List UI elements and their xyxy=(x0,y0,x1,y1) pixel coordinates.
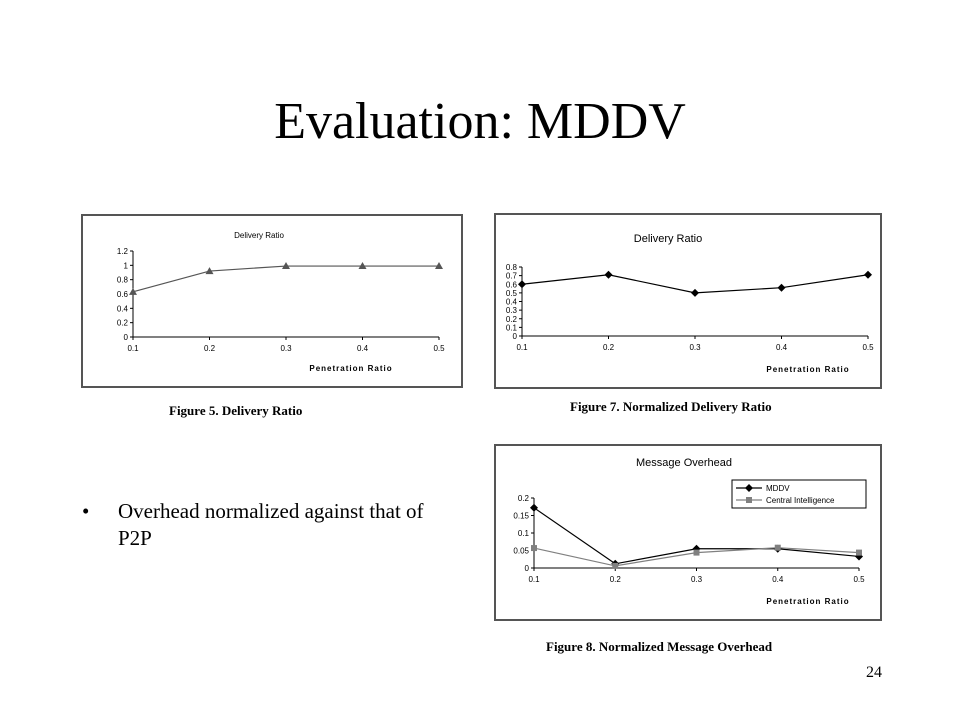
x-axis-label: Penetration Ratio xyxy=(766,365,849,374)
bullet-text: Overhead normalized against that of P2P xyxy=(118,499,424,550)
x-tick-label: 0.4 xyxy=(357,344,369,353)
x-tick-label: 0.4 xyxy=(776,343,788,352)
x-tick-label: 0.1 xyxy=(127,344,139,353)
legend-marker xyxy=(745,484,753,492)
y-tick-label: 0 xyxy=(124,333,129,342)
x-tick-label: 0.1 xyxy=(528,575,540,584)
legend-label: Central Intelligence xyxy=(766,496,835,505)
figure-8-caption: Figure 8. Normalized Message Overhead xyxy=(546,639,773,654)
legend-label: MDDV xyxy=(766,484,790,493)
chart-normalized-delivery-ratio: Delivery Ratio 0 0.1 0.2 0.3 0.4 0.5 0.6 0.7 0.8 0… xyxy=(494,213,882,389)
data-point xyxy=(205,267,214,275)
figure-5-caption: Figure 5. Delivery Ratio xyxy=(169,403,303,418)
y-tick-label: 0.6 xyxy=(506,280,518,289)
data-point xyxy=(777,283,786,292)
y-tick-label: 0.6 xyxy=(117,290,129,299)
x-tick-label: 0.3 xyxy=(691,575,703,584)
y-tick-label: 0.2 xyxy=(518,494,530,503)
y-tick-label: 0.05 xyxy=(513,547,529,556)
data-point xyxy=(531,545,537,552)
x-axis-label: Penetration Ratio xyxy=(309,364,392,373)
y-tick-label: 0.8 xyxy=(506,263,518,272)
data-point xyxy=(774,544,781,551)
y-tick-label: 0.3 xyxy=(506,306,518,315)
figure-7-caption: Figure 7. Normalized Delivery Ratio xyxy=(570,399,772,414)
data-point xyxy=(282,262,290,270)
x-tick-label: 0.5 xyxy=(433,344,445,353)
x-tick-label: 0.1 xyxy=(516,343,528,352)
x-tick-label: 0.2 xyxy=(204,344,216,353)
data-point xyxy=(518,280,526,289)
data-point xyxy=(129,287,137,295)
data-point xyxy=(604,270,613,279)
y-tick-label: 0.15 xyxy=(513,512,529,521)
data-point xyxy=(612,562,619,569)
legend-marker xyxy=(746,497,752,503)
data-point xyxy=(530,503,538,512)
x-tick-label: 0.3 xyxy=(280,344,292,353)
y-tick-label: 0.4 xyxy=(117,304,129,313)
y-tick-label: 0.2 xyxy=(506,315,518,324)
page-number: 24 xyxy=(866,664,882,681)
chart-message-overhead: Message Overhead 0 0.05 0.1 0.15 0.2 0.1 0.2 0.3… xyxy=(494,444,882,621)
chart-title: Message Overhead xyxy=(636,457,732,469)
y-tick-label: 0.8 xyxy=(117,276,129,285)
x-tick-label: 0.3 xyxy=(689,343,701,352)
data-point xyxy=(691,288,699,297)
data-point xyxy=(693,549,700,556)
y-tick-label: 0.5 xyxy=(506,289,518,298)
y-tick-label: 0.1 xyxy=(506,323,518,332)
y-tick-label: 0.2 xyxy=(117,319,129,328)
chart-title: Delivery Ratio xyxy=(634,233,702,245)
chart-delivery-ratio: Delivery Ratio 0 0.2 0.4 0.6 0.8 1 1.2 0.1 0.2 0.3… xyxy=(81,214,463,388)
data-point xyxy=(864,270,872,279)
x-tick-label: 0.4 xyxy=(772,575,784,584)
data-point xyxy=(856,549,862,556)
y-tick-label: 0 xyxy=(513,332,518,341)
data-point xyxy=(435,262,443,270)
series-line xyxy=(132,265,439,293)
x-tick-label: 0.2 xyxy=(603,343,615,352)
y-tick-label: 0.4 xyxy=(506,298,518,307)
x-tick-label: 0.5 xyxy=(853,575,865,584)
chart-title: Delivery Ratio xyxy=(234,231,284,240)
slide-title: Evaluation: MDDV xyxy=(274,93,686,150)
y-tick-label: 1 xyxy=(124,261,129,270)
x-tick-label: 0.5 xyxy=(862,343,874,352)
y-tick-label: 1.2 xyxy=(117,247,129,256)
legend-box xyxy=(731,479,867,509)
x-tick-label: 0.2 xyxy=(610,575,622,584)
x-axis-label: Penetration Ratio xyxy=(766,597,849,606)
y-tick-label: 0.1 xyxy=(518,529,530,538)
bullet-dot: • xyxy=(82,499,90,523)
data-point xyxy=(358,262,367,270)
y-tick-label: 0 xyxy=(525,564,530,573)
y-tick-label: 0.7 xyxy=(506,272,518,281)
